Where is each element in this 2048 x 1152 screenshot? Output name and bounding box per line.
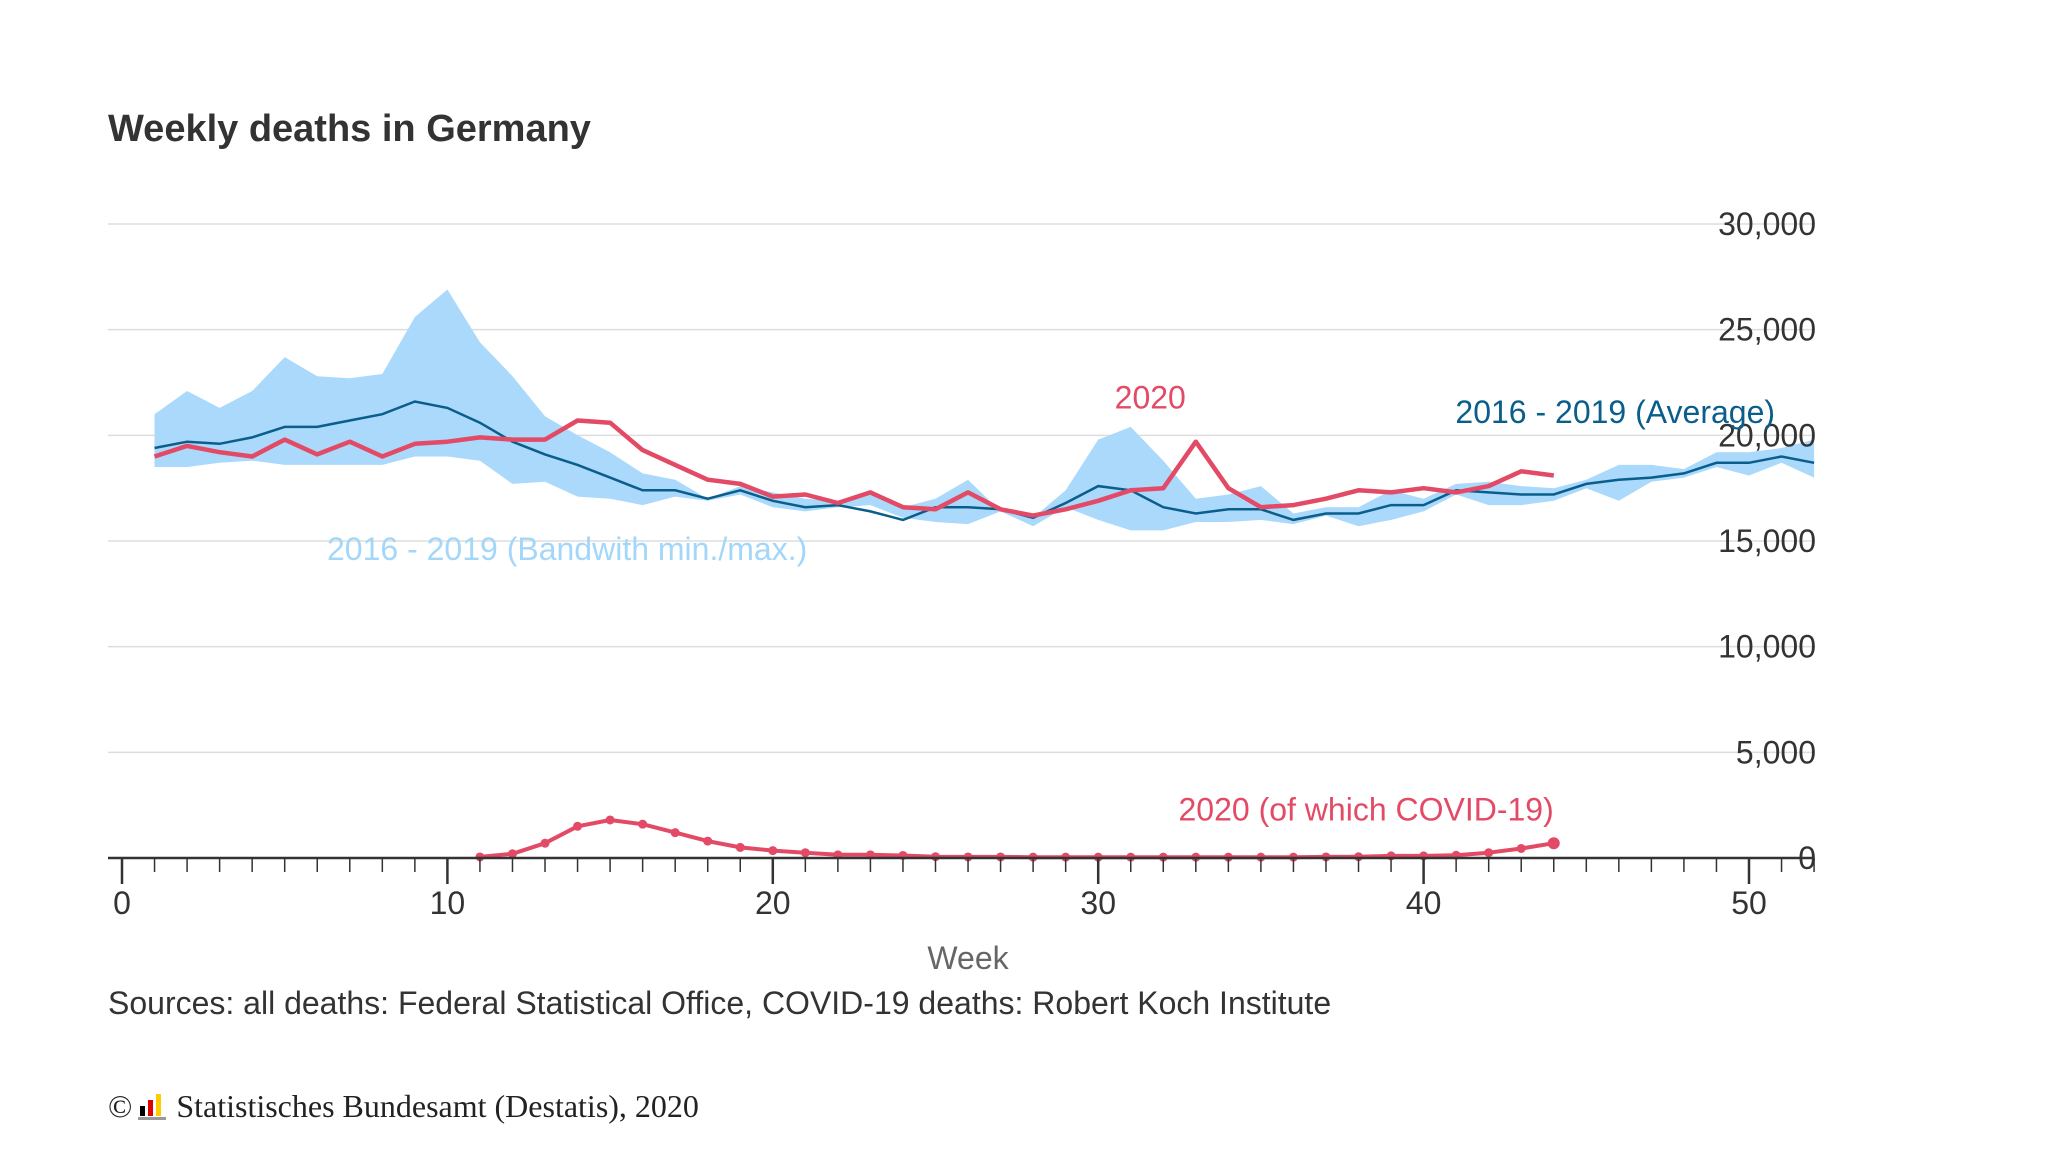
- covid-point: [1484, 848, 1494, 858]
- x-tick-label: 0: [113, 885, 131, 921]
- credit-line: © Statistisches Bundesamt (Destatis), 20…: [108, 1088, 699, 1125]
- covid-point: [540, 838, 550, 848]
- y-tick-label: 25,000: [1718, 312, 1816, 348]
- copyright-symbol: ©: [108, 1088, 133, 1124]
- y-tick-label: 15,000: [1718, 523, 1816, 559]
- covid-point: [800, 848, 810, 858]
- covid-point: [735, 842, 745, 852]
- covid-point: [573, 821, 583, 831]
- x-tick-label: 50: [1731, 885, 1767, 921]
- destatis-logo-icon: [138, 1093, 168, 1120]
- y-tick-label: 10,000: [1718, 629, 1816, 665]
- covid-point: [670, 828, 680, 838]
- x-axis: 0 10 20 30 40 50: [108, 856, 1815, 921]
- covid-point: [507, 849, 517, 859]
- y-tick-label: 20,000: [1718, 417, 1816, 453]
- chart-title: Weekly deaths in Germany: [108, 108, 591, 150]
- covid-point: [638, 819, 648, 829]
- band-min-max-area: [154, 289, 1815, 531]
- covid-point: [1516, 843, 1526, 853]
- covid-point: [1547, 837, 1560, 850]
- x-tick-label: 40: [1406, 885, 1442, 921]
- x-tick-label: 30: [1080, 885, 1116, 921]
- annotation-average: 2016 - 2019 (Average): [1455, 394, 1775, 430]
- y-axis-ticks: 0 5,000 10,000 15,000 20,000 25,000 30,000: [1718, 206, 1816, 876]
- x-tick-label: 10: [430, 885, 466, 921]
- x-axis-label: Week: [927, 940, 1009, 976]
- credit-text: Statistisches Bundesamt (Destatis), 2020: [176, 1088, 699, 1124]
- annotation-2020: 2020: [1115, 380, 1186, 416]
- y-tick-label: 0: [1798, 840, 1816, 876]
- covid-point: [703, 836, 713, 846]
- line-2020: [153, 418, 1555, 518]
- source-note: Sources: all deaths: Federal Statistical…: [108, 985, 1332, 1021]
- average-line: [154, 400, 1815, 522]
- y-tick-label: 5,000: [1736, 734, 1816, 770]
- y-tick-label: 30,000: [1718, 206, 1816, 242]
- annotation-band: 2016 - 2019 (Bandwith min./max.): [327, 531, 807, 567]
- covid-point: [768, 846, 778, 856]
- annotation-covid: 2020 (of which COVID-19): [1178, 791, 1553, 827]
- covid-point: [605, 815, 615, 825]
- x-tick-label: 20: [755, 885, 791, 921]
